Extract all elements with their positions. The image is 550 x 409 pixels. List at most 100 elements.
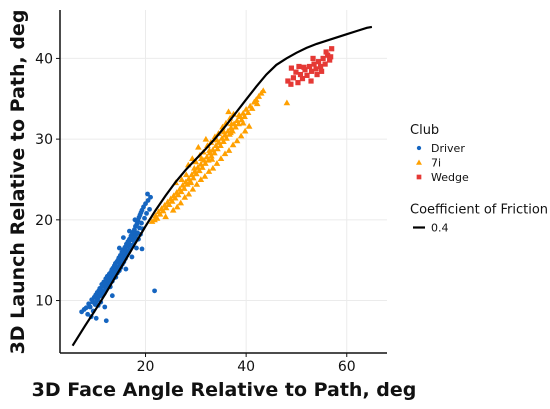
point-7i xyxy=(253,100,261,107)
point-7i xyxy=(245,122,253,129)
point-wedge xyxy=(290,75,297,81)
axis-ticks: 20 40 60 10 20 30 40 xyxy=(35,51,355,375)
point-wedge xyxy=(308,68,315,74)
point-7i xyxy=(193,170,200,177)
friction-curve xyxy=(71,25,373,347)
point-driver xyxy=(143,201,148,207)
point-7i xyxy=(241,127,249,134)
y-axis-title: 3D Launch Relative to Path, deg xyxy=(7,10,29,355)
legend-key-7i xyxy=(416,159,422,165)
point-driver xyxy=(93,315,99,321)
point-driver xyxy=(83,305,89,311)
point-driver xyxy=(123,266,129,272)
point-wedge xyxy=(301,64,307,70)
point-7i xyxy=(177,188,185,195)
point-7i xyxy=(201,172,209,179)
point-7i xyxy=(193,181,201,187)
point-7i xyxy=(183,181,191,187)
x-axis-title: 3D Face Angle Relative to Path, deg xyxy=(32,379,417,401)
point-7i xyxy=(195,143,202,150)
point-7i xyxy=(227,129,234,136)
point-wedge xyxy=(293,69,299,75)
point-driver xyxy=(152,288,157,294)
point-wedge xyxy=(288,65,295,71)
point-wedge xyxy=(317,63,324,70)
point-7i xyxy=(248,105,256,111)
point-7i xyxy=(168,197,176,204)
y-tick-label: 20 xyxy=(35,213,53,229)
point-7i xyxy=(162,213,169,220)
point-driver xyxy=(102,304,108,310)
point-7i xyxy=(213,136,220,143)
point-7i xyxy=(192,158,200,165)
legend-label-7i: 7i xyxy=(431,157,441,170)
x-tick-label: 20 xyxy=(137,359,155,375)
point-wedge xyxy=(327,57,333,63)
point-driver xyxy=(85,311,91,317)
point-7i xyxy=(220,138,227,145)
point-driver xyxy=(144,210,149,216)
friction-curve-line xyxy=(71,25,373,347)
point-wedge xyxy=(297,71,304,78)
point-7i xyxy=(228,120,235,127)
point-7i xyxy=(180,185,188,191)
point-wedge xyxy=(314,71,320,78)
point-7i xyxy=(239,119,247,126)
point-wedge xyxy=(315,59,322,65)
point-7i xyxy=(202,160,209,166)
point-7i xyxy=(225,108,232,115)
point-wedge xyxy=(328,54,334,60)
legend-title: Club xyxy=(410,123,439,138)
y-tick-label: 40 xyxy=(35,51,53,67)
point-wedge xyxy=(319,68,325,74)
point-7i xyxy=(202,135,210,142)
point-7i xyxy=(229,141,237,148)
point-driver xyxy=(145,198,151,203)
point-7i xyxy=(190,174,197,181)
point-7i xyxy=(181,193,189,200)
point-7i xyxy=(189,185,197,192)
point-7i xyxy=(233,137,241,144)
legend-title: Coefficient of Friction xyxy=(410,203,548,218)
point-wedge xyxy=(306,63,313,70)
point-7i xyxy=(189,155,196,161)
y-tick-label: 10 xyxy=(35,294,53,310)
point-7i xyxy=(177,199,185,206)
point-7i xyxy=(156,210,164,217)
series-wedge xyxy=(285,46,335,87)
point-7i xyxy=(182,171,190,178)
point-7i xyxy=(220,128,228,135)
point-driver xyxy=(109,293,115,299)
point-wedge xyxy=(304,72,310,78)
point-driver xyxy=(139,246,145,252)
grid-lines xyxy=(60,10,387,353)
point-wedge xyxy=(310,55,316,62)
point-7i xyxy=(235,111,243,118)
point-7i xyxy=(197,176,205,182)
point-7i xyxy=(259,87,267,94)
point-7i xyxy=(241,113,248,120)
point-wedge xyxy=(285,78,291,84)
point-7i xyxy=(208,156,216,162)
point-driver xyxy=(147,206,152,212)
series-7i xyxy=(148,87,291,224)
point-7i xyxy=(198,155,205,161)
point-7i xyxy=(187,179,195,186)
point-7i xyxy=(174,191,182,198)
point-driver xyxy=(103,318,109,324)
point-wedge xyxy=(323,49,329,55)
point-7i xyxy=(178,176,186,182)
point-7i xyxy=(221,150,229,157)
point-wedge xyxy=(299,76,306,82)
point-7i xyxy=(283,99,291,106)
point-wedge xyxy=(296,63,302,70)
point-wedge xyxy=(320,55,326,62)
point-7i xyxy=(171,194,179,201)
legend-key-wedge xyxy=(416,174,422,180)
point-wedge xyxy=(325,52,331,58)
point-driver xyxy=(116,245,122,251)
point-7i xyxy=(173,203,181,210)
point-wedge xyxy=(295,80,301,86)
